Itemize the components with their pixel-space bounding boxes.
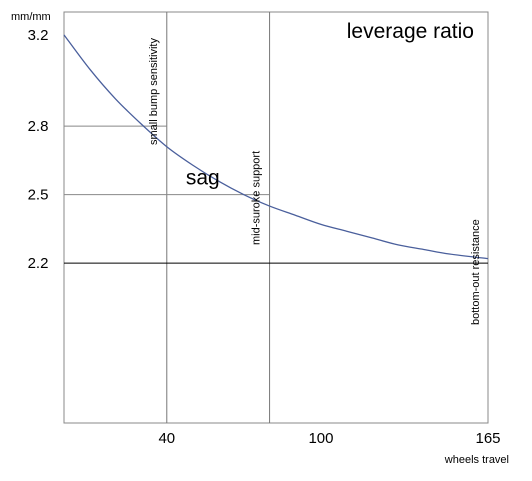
x-tick-label: 40 <box>158 430 175 447</box>
y-tick-labels: 3.2 2.8 2.5 2.2 <box>28 27 49 272</box>
x-tick-label: 100 <box>308 430 333 447</box>
y-tick-label: 3.2 <box>28 27 49 44</box>
annotation-mid-stroke-support: mid-suroke support <box>251 151 263 245</box>
y-tick-label: 2.5 <box>28 187 49 204</box>
y-tick-label: 2.8 <box>28 118 49 135</box>
chart-title: leverage ratio <box>347 20 474 43</box>
x-tick-labels: 40 100 165 <box>158 430 500 447</box>
y-axis-label: mm/mm <box>11 11 51 23</box>
leverage-ratio-curve <box>63 34 489 260</box>
x-tick-label: 165 <box>475 430 500 447</box>
annotation-sag: sag <box>186 166 220 189</box>
annotations: small bump sensitivity mid-suroke support… <box>148 38 482 325</box>
series-layer <box>63 34 489 260</box>
y-tick-label: 2.2 <box>28 255 49 272</box>
annotation-bottom-out-resistance: bottom-out resistance <box>470 219 482 325</box>
plot-frame <box>63 11 489 424</box>
x-axis-label: wheels travel <box>444 454 509 466</box>
annotation-small-bump-sensitivity: small bump sensitivity <box>148 38 160 145</box>
reference-lines <box>64 12 488 423</box>
